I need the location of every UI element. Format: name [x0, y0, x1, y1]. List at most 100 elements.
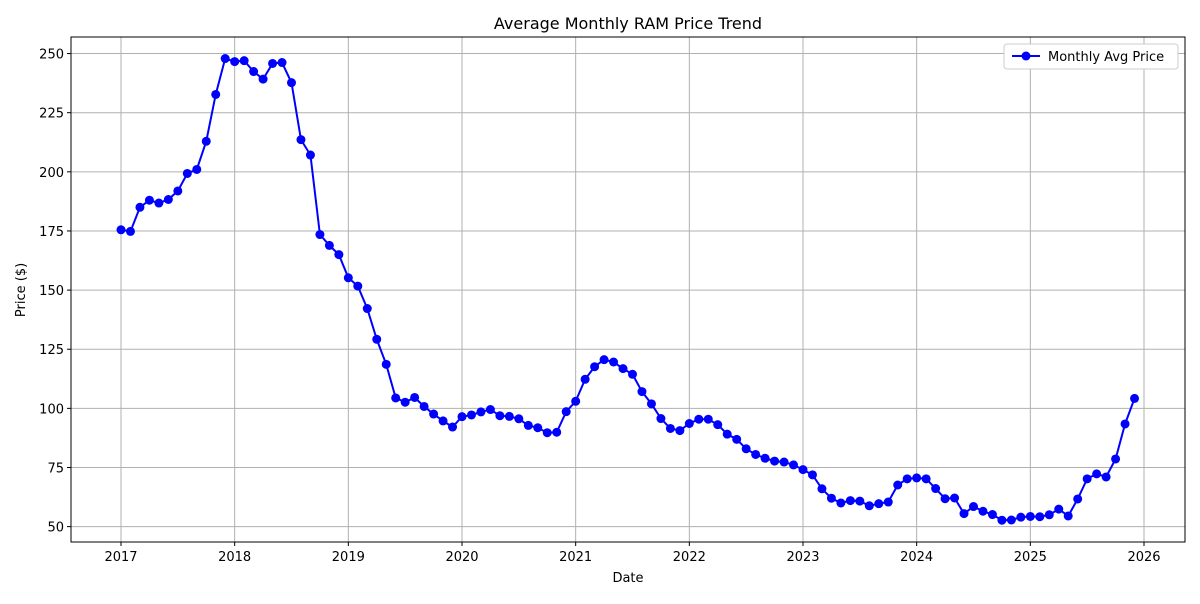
data-point	[429, 409, 439, 419]
data-point	[817, 484, 827, 494]
grid	[71, 37, 1185, 542]
data-point	[931, 484, 941, 494]
data-point	[1044, 510, 1054, 520]
data-point	[665, 423, 675, 433]
data-point	[305, 150, 315, 160]
data-point	[883, 497, 893, 507]
data-point	[391, 393, 401, 403]
data-point	[542, 428, 552, 438]
y-tick-label: 225	[39, 107, 64, 122]
data-point	[258, 74, 268, 84]
data-point	[419, 401, 429, 411]
data-point	[1092, 469, 1102, 479]
series-monthly-avg-price	[116, 54, 1140, 525]
y-tick-label: 150	[39, 284, 64, 299]
data-point	[154, 198, 164, 208]
data-point	[182, 168, 192, 178]
x-tick-label: 2020	[445, 550, 478, 565]
data-point	[533, 423, 543, 433]
data-point	[779, 457, 789, 467]
data-point	[855, 496, 865, 506]
data-point	[116, 225, 126, 235]
data-point	[571, 396, 581, 406]
data-point	[230, 57, 240, 67]
data-point	[845, 496, 855, 506]
data-point	[902, 474, 912, 484]
x-axis-label: Date	[612, 571, 643, 586]
data-point	[628, 369, 637, 379]
data-point	[580, 374, 590, 384]
data-point	[239, 56, 249, 66]
data-point	[694, 414, 704, 424]
data-point	[826, 493, 836, 503]
legend-marker	[1021, 51, 1031, 61]
data-point	[173, 186, 183, 196]
data-point	[277, 58, 287, 68]
x-tick-label: 2025	[1014, 550, 1047, 565]
y-tick-label: 250	[39, 48, 64, 63]
data-point	[514, 414, 524, 424]
data-point	[211, 89, 221, 99]
data-point	[760, 453, 770, 463]
legend-label: Monthly Avg Price	[1048, 50, 1164, 65]
data-point	[1063, 511, 1073, 521]
y-tick-label: 200	[39, 166, 64, 181]
data-point	[741, 444, 751, 454]
data-point	[637, 387, 647, 397]
data-point	[163, 194, 173, 204]
data-point	[287, 78, 296, 88]
y-tick-label: 125	[39, 343, 64, 358]
x-tick-label: 2018	[218, 550, 251, 565]
data-point	[798, 465, 808, 475]
data-point	[201, 136, 211, 146]
data-point	[864, 501, 874, 511]
data-point	[296, 135, 306, 145]
data-point	[523, 420, 533, 430]
data-point	[722, 429, 732, 439]
data-point	[978, 506, 988, 516]
data-point	[713, 420, 723, 430]
x-tick-label: 2017	[104, 550, 137, 565]
x-tick-label: 2019	[332, 550, 365, 565]
data-point	[1082, 474, 1092, 484]
data-point	[987, 510, 997, 520]
data-point	[703, 414, 713, 424]
data-point	[268, 58, 278, 68]
data-point	[552, 427, 562, 437]
data-point	[656, 414, 666, 424]
data-point	[646, 399, 656, 409]
data-point	[372, 334, 382, 344]
data-point	[1025, 511, 1035, 521]
data-point	[675, 426, 685, 436]
data-point	[125, 226, 135, 236]
x-tick-label: 2022	[673, 550, 706, 565]
x-tick-label: 2024	[900, 550, 933, 565]
data-point	[959, 509, 969, 519]
data-point	[400, 397, 410, 407]
data-point	[334, 250, 344, 260]
data-point	[504, 411, 514, 421]
data-point	[438, 416, 448, 426]
plot-frame	[70, 36, 1186, 543]
y-tick-label: 75	[47, 461, 64, 476]
data-point	[1073, 494, 1083, 504]
legend-box	[1003, 43, 1179, 70]
data-point	[969, 502, 978, 512]
data-point	[476, 407, 486, 417]
data-point	[1101, 472, 1111, 482]
data-point	[1130, 393, 1140, 403]
data-point	[315, 230, 325, 240]
x-tick-label: 2021	[559, 550, 592, 565]
data-point	[448, 422, 458, 432]
x-tick-label: 2023	[786, 550, 819, 565]
data-point	[770, 456, 780, 466]
axis-ticks: 2017 2018 2019 2020 2021 2022 2023 2024 2025 2026…	[39, 48, 1160, 565]
data-point	[609, 357, 619, 367]
data-point	[561, 407, 571, 417]
data-point	[362, 304, 372, 314]
data-point	[353, 281, 363, 291]
data-point	[466, 410, 476, 420]
data-point	[1006, 515, 1016, 525]
data-point	[732, 434, 742, 444]
chart-title: Average Monthly RAM Price Trend	[494, 14, 762, 33]
